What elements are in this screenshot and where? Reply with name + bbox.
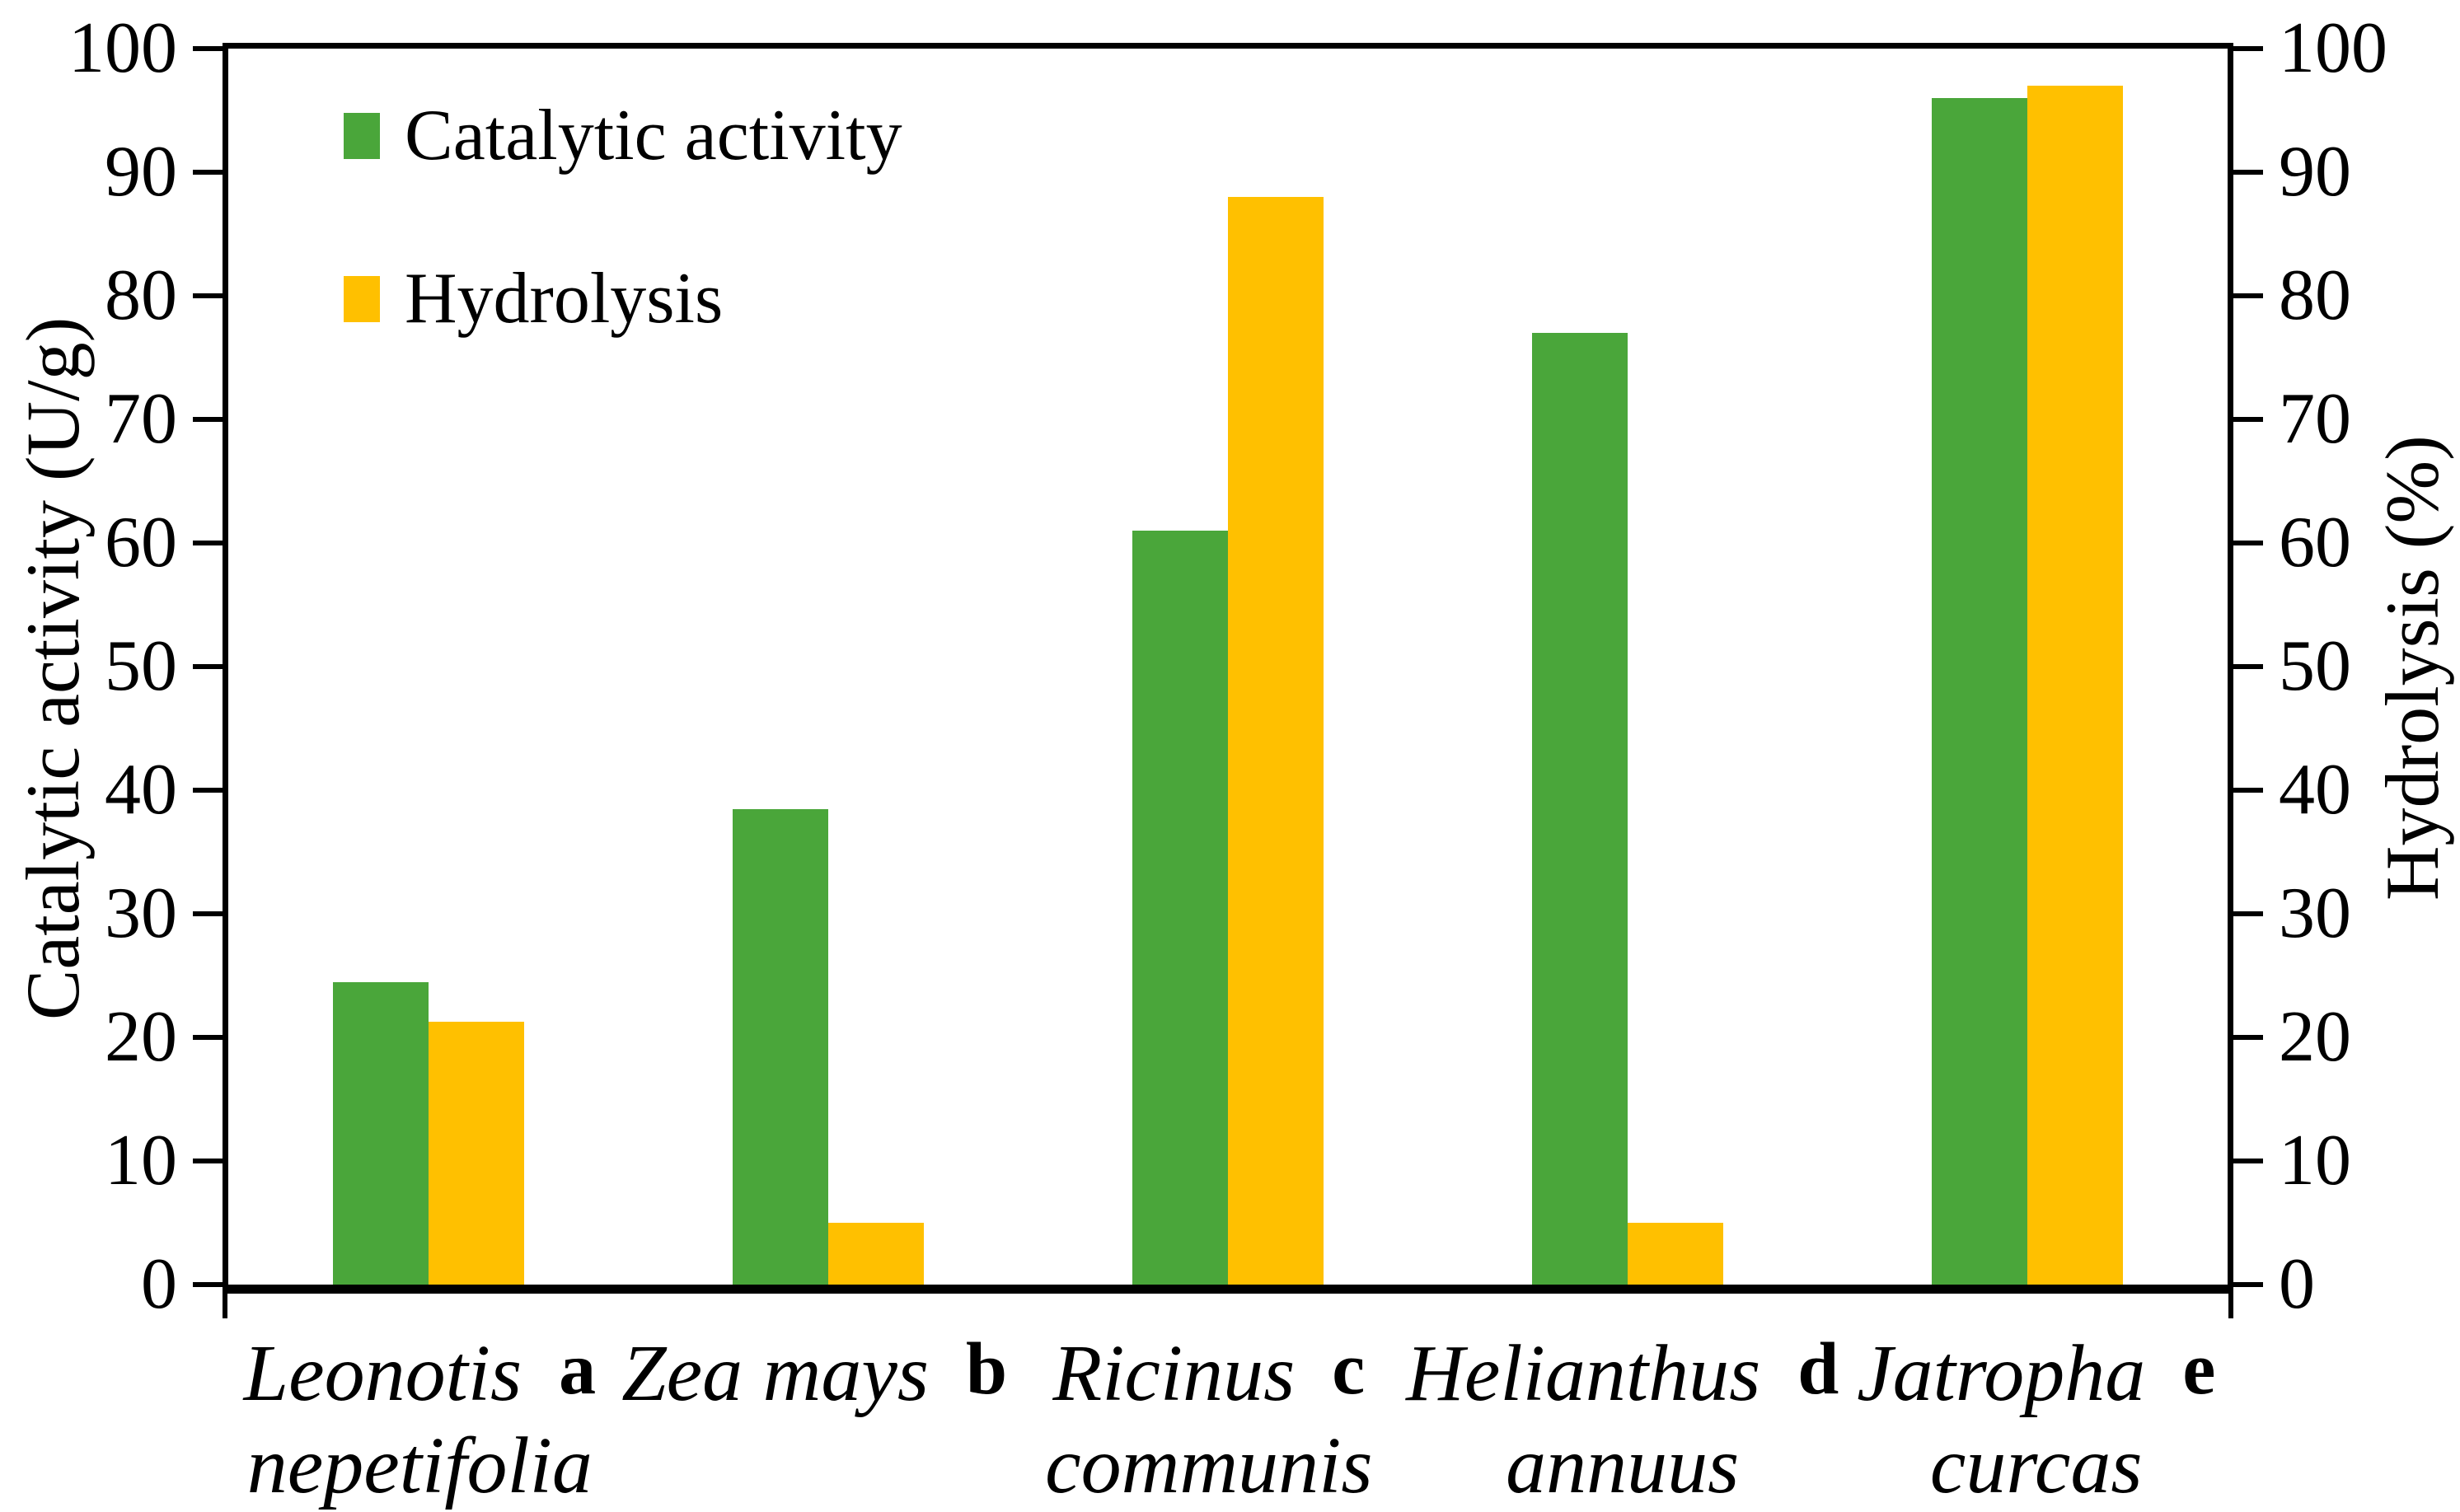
plot-area: 0 0 10 10 20 20 30 30 40 40 50 50 60 60 70 70 80 80 90 90 10… xyxy=(68,12,2387,1321)
right-axis-title: Hydrolysis (%) xyxy=(2370,435,2454,901)
right-axis-tick-label: 60 xyxy=(2279,503,2351,583)
left-axis-tick-label: 0 xyxy=(141,1244,177,1324)
right-axis-tick-label: 40 xyxy=(2279,750,2351,830)
left-axis-tick-mark xyxy=(193,541,223,545)
right-axis-tick-label: 50 xyxy=(2279,626,2351,706)
left-axis-tick-label: 60 xyxy=(105,503,177,583)
bottom-axis-corner-tick xyxy=(2228,1294,2233,1318)
left-axis-tick-mark xyxy=(193,417,223,422)
hydrolysis-bar xyxy=(1228,197,1324,1285)
left-axis-tick-label: 90 xyxy=(105,132,177,212)
significance-letter: a xyxy=(559,1328,597,1410)
left-axis-tick-label: 80 xyxy=(105,255,177,335)
left-axis-tick-mark xyxy=(193,1282,223,1287)
left-axis-tick-mark xyxy=(193,1035,223,1040)
left-axis-tick-mark xyxy=(193,46,223,51)
left-axis-tick-mark xyxy=(193,170,223,175)
legend-label-hydrolysis: Hydrolysis xyxy=(405,259,724,339)
right-axis-tick-mark xyxy=(2233,1035,2263,1040)
left-axis-tick-label: 50 xyxy=(105,626,177,706)
left-axis-title: Catalytic activity (U/g) xyxy=(11,316,95,1020)
left-axis-tick-mark xyxy=(193,788,223,793)
significance-letter: d xyxy=(1797,1328,1839,1410)
right-axis-tick-label: 30 xyxy=(2279,873,2351,953)
category-name-line1: Leonotis a xyxy=(243,1328,597,1418)
left-axis-tick-mark xyxy=(193,664,223,669)
category-label: Leonotis a nepetifolia xyxy=(223,1328,617,1512)
right-axis-tick-mark xyxy=(2233,788,2263,793)
legend-item-catalytic-activity: Catalytic activity xyxy=(344,100,902,172)
bar-group xyxy=(1828,49,2228,1285)
category-label: Zea mays b xyxy=(617,1328,1012,1512)
bar-groups xyxy=(228,49,2228,1285)
left-axis-tick-mark xyxy=(193,293,223,298)
hydrolysis-bar xyxy=(827,1223,924,1285)
right-axis-tick-mark xyxy=(2233,541,2263,545)
significance-letter: e xyxy=(2182,1328,2216,1410)
left-axis-tick-label: 100 xyxy=(68,8,177,88)
catalytic-activity-bar xyxy=(1532,333,1628,1285)
category-name-line1: Ricinus c xyxy=(1052,1328,1366,1418)
catalytic-activity-bar xyxy=(1932,98,2028,1285)
category-label: Jatropha e curcas xyxy=(1839,1328,2233,1512)
catalytic-activity-bar xyxy=(1132,531,1228,1285)
right-axis-tick-label: 80 xyxy=(2279,255,2351,335)
right-axis-tick-mark xyxy=(2233,664,2263,669)
legend: Catalytic activity Hydrolysis xyxy=(344,100,902,335)
category-name-line1: Jatropha e xyxy=(1857,1328,2216,1418)
right-axis-tick-mark xyxy=(2233,293,2263,298)
right-axis-tick-mark xyxy=(2233,911,2263,916)
significance-letter: c xyxy=(1332,1328,1366,1410)
left-axis-tick-label: 70 xyxy=(105,379,177,459)
category-label: Ricinus c communis xyxy=(1011,1328,1406,1512)
right-axis-tick-mark xyxy=(2233,1282,2263,1287)
catalytic-activity-swatch-icon xyxy=(344,113,380,159)
category-name-line2: curcas xyxy=(1929,1421,2143,1510)
significance-letter: b xyxy=(966,1328,1008,1410)
right-axis-tick-mark xyxy=(2233,46,2263,51)
bottom-axis-corner-tick xyxy=(223,1294,227,1318)
right-axis-tick-mark xyxy=(2233,1159,2263,1163)
category-name-line1: Zea mays b xyxy=(621,1328,1008,1418)
bar-group xyxy=(228,49,628,1285)
right-axis-tick-mark xyxy=(2233,170,2263,175)
category-name-line1: Helianthus d xyxy=(1406,1328,1839,1418)
category-name-line2: communis xyxy=(1045,1421,1373,1510)
bar-group xyxy=(1028,49,1427,1285)
left-axis-tick-mark xyxy=(193,1159,223,1163)
right-axis-tick-label: 20 xyxy=(2279,997,2351,1077)
category-name-line2: nepetifolia xyxy=(246,1421,593,1510)
hydrolysis-bar xyxy=(428,1021,524,1285)
hydrolysis-bar xyxy=(2027,86,2124,1285)
bar-group xyxy=(1428,49,1828,1285)
catalytic-activity-bar xyxy=(732,808,828,1285)
left-axis-tick-label: 40 xyxy=(105,750,177,830)
category-label: Helianthus d annuus xyxy=(1406,1328,1839,1512)
left-axis-tick-label: 10 xyxy=(105,1121,177,1201)
right-axis-tick-label: 90 xyxy=(2279,132,2351,212)
right-axis-tick-label: 0 xyxy=(2279,1244,2315,1324)
left-axis-tick-label: 30 xyxy=(105,873,177,953)
right-axis-tick-label: 100 xyxy=(2279,8,2387,88)
bar-chart-figure: Catalytic activity (U/g) 0 0 10 10 20 20 30 30 4… xyxy=(11,12,2454,1510)
x-axis-labels: Leonotis a nepetifolia Zea mays b Ricinus c com… xyxy=(223,1328,2233,1512)
catalytic-activity-bar xyxy=(332,981,429,1285)
hydrolysis-bar xyxy=(1628,1223,1724,1285)
hydrolysis-swatch-icon xyxy=(344,276,380,322)
right-axis-tick-label: 70 xyxy=(2279,379,2351,459)
left-axis-tick-mark xyxy=(193,911,223,916)
category-name-line2: annuus xyxy=(1506,1421,1740,1510)
bar-group xyxy=(628,49,1028,1285)
right-axis-tick-label: 10 xyxy=(2279,1121,2351,1201)
left-axis-tick-label: 20 xyxy=(105,997,177,1077)
right-axis-tick-mark xyxy=(2233,417,2263,422)
legend-item-hydrolysis: Hydrolysis xyxy=(344,263,902,335)
legend-label-catalytic-activity: Catalytic activity xyxy=(405,96,902,176)
